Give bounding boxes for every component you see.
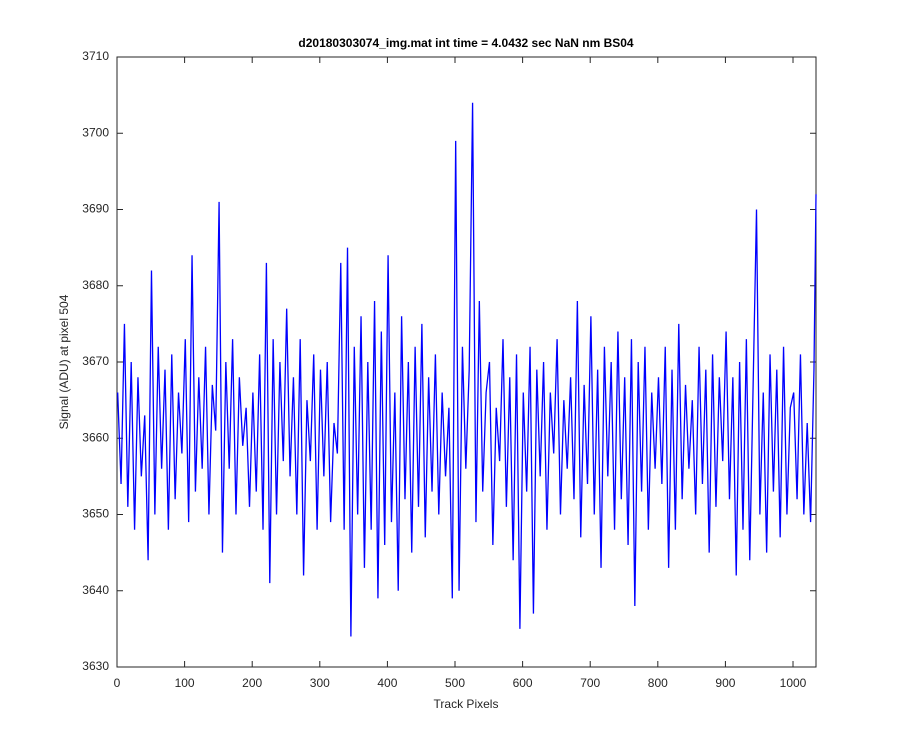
y-tick-label: 3670 [82, 354, 109, 368]
x-tick-label: 600 [513, 676, 533, 690]
x-tick-label: 400 [377, 676, 397, 690]
x-axis-label: Track Pixels [434, 697, 499, 711]
y-axis-label: Signal (ADU) at pixel 504 [57, 294, 71, 429]
y-tick-label: 3710 [82, 49, 109, 63]
x-tick-label: 500 [445, 676, 465, 690]
x-tick-label: 300 [310, 676, 330, 690]
x-tick-label: 200 [242, 676, 262, 690]
x-tick-label: 0 [114, 676, 121, 690]
y-tick-label: 3650 [82, 507, 109, 521]
x-tick-label: 100 [175, 676, 195, 690]
x-tick-label: 700 [580, 676, 600, 690]
x-tick-label: 900 [715, 676, 735, 690]
y-tick-label: 3700 [82, 125, 109, 139]
data-line [117, 102, 817, 637]
y-tick-label: 3630 [82, 659, 109, 673]
y-tick-label: 3640 [82, 583, 109, 597]
y-tick-label: 3680 [82, 278, 109, 292]
y-tick-label: 3690 [82, 202, 109, 216]
x-tick-label: 1000 [780, 676, 807, 690]
y-tick-label: 3660 [82, 430, 109, 444]
plot-area [116, 56, 817, 668]
x-tick-label: 800 [648, 676, 668, 690]
chart-title: d20180303074_img.mat int time = 4.0432 s… [298, 36, 634, 50]
